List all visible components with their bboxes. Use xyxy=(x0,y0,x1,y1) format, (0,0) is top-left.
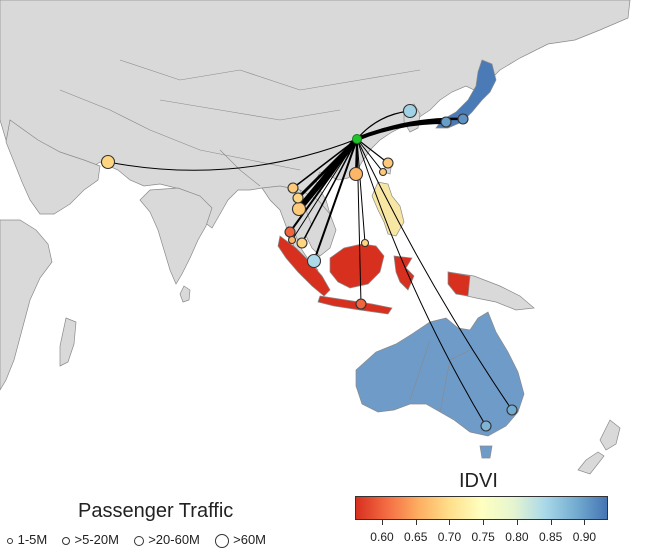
idvi-tick xyxy=(550,520,552,525)
idvi-tick-label: 0.80 xyxy=(505,530,529,544)
airport-marker-thailand-airport-2 xyxy=(292,192,304,204)
airport-marker-singapore-airport xyxy=(306,253,322,269)
airport-marker-philippines-airport-2 xyxy=(378,167,388,177)
idvi-tick xyxy=(516,520,518,525)
legend-traffic-items: 1-5M >5-20M >20-60M >60M xyxy=(6,532,276,549)
route-layer xyxy=(107,110,513,427)
airport-marker-japan-airport-2 xyxy=(457,113,469,125)
airport-marker-taiwan-airport xyxy=(382,157,394,169)
airport-marker-malaysia-airport-1 xyxy=(284,226,296,238)
philippines xyxy=(371,181,405,237)
legend-marker-small xyxy=(7,537,13,544)
route-line-java-airport xyxy=(356,138,362,305)
route-line-australia-airport-1 xyxy=(356,138,487,427)
airport-marker-malaysia-airport-2 xyxy=(287,235,297,245)
route-line-malaysia-airport-2 xyxy=(291,138,358,241)
japan xyxy=(435,59,497,129)
route-line-vietnam-airport xyxy=(292,138,358,189)
idvi-tick xyxy=(381,520,383,525)
madagascar xyxy=(59,317,77,367)
sumatra xyxy=(277,235,331,297)
idvi-tick-label: 0.65 xyxy=(404,530,428,544)
airport-marker-philippines-airport-1 xyxy=(348,166,364,182)
idvi-tick-label: 0.75 xyxy=(471,530,495,544)
australia xyxy=(355,311,525,437)
airport-marker-vietnam-airport xyxy=(287,182,299,194)
idvi-tick-label: 0.60 xyxy=(370,530,394,544)
idvi-tick xyxy=(483,520,485,525)
legend-item-60m: >60M xyxy=(214,532,266,549)
idvi-colorbar xyxy=(355,496,608,520)
legend-marker-medium xyxy=(61,536,70,545)
airport-marker-gulf-airport xyxy=(100,154,116,170)
idvi-tick xyxy=(449,520,451,525)
idvi-colorbar-ticks: 0.60 0.65 0.70 0.75 0.80 0.85 0.90 xyxy=(355,520,608,554)
legend-marker-xlarge xyxy=(214,533,229,548)
airport-marker-borneo-airport xyxy=(360,238,370,248)
idvi-tick-label: 0.90 xyxy=(572,530,597,544)
route-line-malaysia-airport-1 xyxy=(289,138,358,233)
route-line-gulf-airport xyxy=(107,138,358,171)
airport-marker-thailand-airport-1 xyxy=(291,201,307,217)
country-borders xyxy=(59,59,471,413)
airport-marker-java-airport xyxy=(355,298,367,310)
idvi-tick xyxy=(584,520,586,525)
legend-marker-large xyxy=(133,535,144,546)
tasmania xyxy=(479,445,493,459)
route-line-thailand-airport-2 xyxy=(296,137,359,200)
airport-marker-korea-airport xyxy=(402,103,418,119)
borneo xyxy=(329,243,385,289)
new-zealand-south xyxy=(577,451,605,475)
sri-lanka xyxy=(179,285,191,303)
airport-marker-cambodia-airport xyxy=(296,237,308,249)
idvi-tick xyxy=(415,520,417,525)
sulawesi xyxy=(393,255,415,291)
route-line-japan-airport-2 xyxy=(356,117,464,141)
airport-marker-australia-airport-2 xyxy=(506,404,518,416)
airport-marker-australia-airport-1 xyxy=(480,420,492,432)
legend-item-20-60m: >20-60M xyxy=(133,532,200,547)
hub-airport-marker xyxy=(352,134,362,144)
legend-item-5-20m: >5-20M xyxy=(61,532,119,547)
route-line-cambodia-airport xyxy=(301,138,358,244)
idvi-legend-title: IDVI xyxy=(459,470,498,492)
new-zealand xyxy=(599,419,621,451)
java xyxy=(317,295,393,315)
route-line-borneo-airport xyxy=(356,138,366,244)
india xyxy=(139,187,213,285)
legend-traffic-title: Passenger Traffic xyxy=(78,500,234,522)
west-papua xyxy=(447,271,471,297)
land-layer xyxy=(0,0,631,475)
route-line-singapore-airport xyxy=(313,138,358,262)
arabian-peninsula xyxy=(5,119,101,215)
africa-horn xyxy=(0,219,53,391)
airport-layer xyxy=(100,103,518,432)
idvi-tick-label: 0.70 xyxy=(437,530,462,544)
idvi-tick-label: 0.85 xyxy=(538,530,563,544)
airport-marker-japan-airport-1 xyxy=(440,116,452,128)
legend-item-1-5m: 1-5M xyxy=(6,532,47,547)
route-line-australia-airport-2 xyxy=(356,138,513,411)
